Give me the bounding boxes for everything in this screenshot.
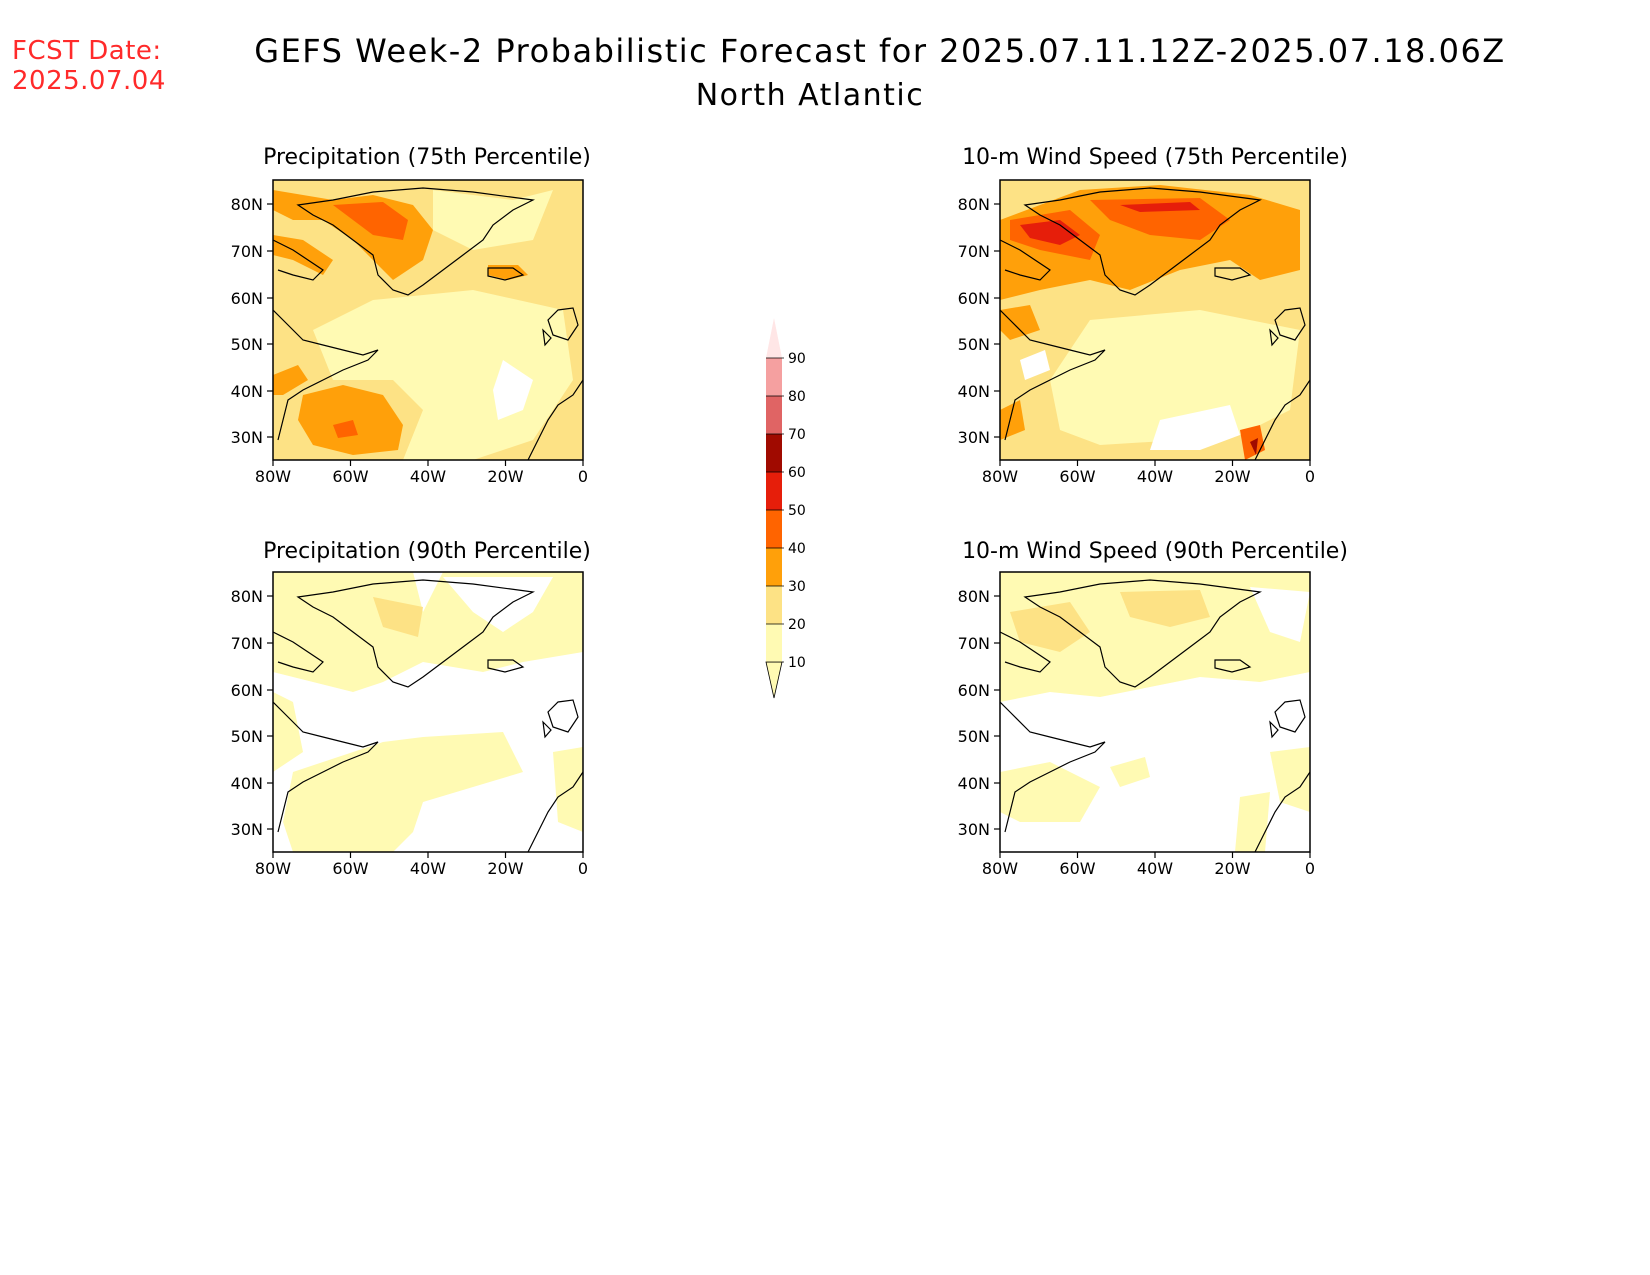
lat-label: 50N [958, 335, 990, 354]
lat-label: 50N [231, 727, 263, 746]
page-subtitle: North Atlantic [695, 78, 925, 113]
lon-label: 60W [332, 467, 368, 486]
wind-75-field [1000, 180, 1310, 460]
panel-precip-90: Precipitation (90th Percentile) [263, 539, 591, 853]
panel-precip-75: Precipitation (75th Percentile) [263, 145, 591, 461]
colorbar: 10 20 30 40 50 60 70 80 90 [765, 318, 806, 699]
fcst-date-block: FCST Date: 2025.07.04 [12, 36, 166, 96]
panel-wind-90: 10-m Wind Speed (90th Percentile) [962, 539, 1348, 853]
lat-label: 30N [231, 820, 263, 839]
lon-label: 0 [578, 467, 588, 486]
lat-label: 60N [231, 681, 263, 700]
lon-label: 60W [1059, 467, 1095, 486]
colorbar-label: 20 [788, 617, 806, 633]
colorbar-segment [766, 396, 782, 434]
lon-label: 80W [982, 467, 1018, 486]
lon-label: 40W [1137, 467, 1173, 486]
lat-label: 40N [958, 382, 990, 401]
lon-label: 0 [1305, 467, 1315, 486]
lon-label: 40W [410, 467, 446, 486]
fcst-date-label: FCST Date: [12, 36, 162, 66]
colorbar-segment [766, 548, 782, 586]
lat-label: 40N [231, 774, 263, 793]
colorbar-label: 70 [788, 427, 806, 443]
lat-label: 40N [231, 382, 263, 401]
axes-layer: 80N 70N 60N 50N 40N 30N 80W 60W 40W 20W 0 80N 70N 60N… [231, 195, 1315, 878]
lon-label: 80W [982, 859, 1018, 878]
colorbar-segment [766, 358, 782, 396]
lat-label: 80N [231, 587, 263, 606]
panel-title-precip-75: Precipitation (75th Percentile) [263, 145, 591, 170]
lat-label: 30N [958, 428, 990, 447]
panel-title-precip-90: Precipitation (90th Percentile) [263, 539, 591, 564]
lat-label: 30N [958, 820, 990, 839]
lat-label: 50N [958, 727, 990, 746]
lon-label: 40W [410, 859, 446, 878]
lat-label: 80N [231, 195, 263, 214]
lon-label: 80W [255, 859, 291, 878]
colorbar-segment [766, 434, 782, 472]
panel-title-wind-90: 10-m Wind Speed (90th Percentile) [962, 539, 1348, 564]
colorbar-label: 60 [788, 465, 806, 481]
lon-label: 0 [1305, 859, 1315, 878]
panel-wind-75: 10-m Wind Speed (75th Percentile) [962, 145, 1348, 461]
lon-label: 20W [1214, 859, 1250, 878]
lat-label: 40N [958, 774, 990, 793]
lat-label: 60N [958, 681, 990, 700]
lat-label: 70N [231, 634, 263, 653]
lon-label: 20W [1214, 467, 1250, 486]
lon-label: 0 [578, 859, 588, 878]
lat-label: 80N [958, 587, 990, 606]
colorbar-label: 40 [788, 541, 806, 557]
wind-90-field [1000, 572, 1310, 852]
lat-label: 50N [231, 335, 263, 354]
colorbar-label: 10 [788, 655, 806, 671]
lon-label: 20W [487, 859, 523, 878]
lon-label: 80W [255, 467, 291, 486]
colorbar-segment [766, 586, 782, 624]
page-title: GEFS Week-2 Probabilistic Forecast for 2… [254, 32, 1506, 70]
precip-75-field [273, 180, 583, 460]
lat-label: 30N [231, 428, 263, 447]
lon-label: 60W [1059, 859, 1095, 878]
colorbar-tail [765, 661, 783, 699]
lat-label: 60N [958, 289, 990, 308]
lat-label: 70N [231, 242, 263, 261]
lat-label: 60N [231, 289, 263, 308]
precip-90-field [273, 572, 583, 852]
colorbar-label: 90 [788, 351, 806, 367]
lon-label: 60W [332, 859, 368, 878]
colorbar-segment [766, 624, 782, 662]
fcst-date-value: 2025.07.04 [12, 66, 166, 96]
lat-label: 80N [958, 195, 990, 214]
colorbar-label: 50 [788, 503, 806, 519]
lat-label: 70N [958, 242, 990, 261]
colorbar-tip [766, 318, 782, 358]
lon-label: 20W [487, 467, 523, 486]
panel-title-wind-75: 10-m Wind Speed (75th Percentile) [962, 145, 1348, 170]
colorbar-label: 80 [788, 389, 806, 405]
lat-label: 70N [958, 634, 990, 653]
colorbar-label: 30 [788, 579, 806, 595]
colorbar-segment [766, 510, 782, 548]
lon-label: 40W [1137, 859, 1173, 878]
colorbar-segment [766, 472, 782, 510]
